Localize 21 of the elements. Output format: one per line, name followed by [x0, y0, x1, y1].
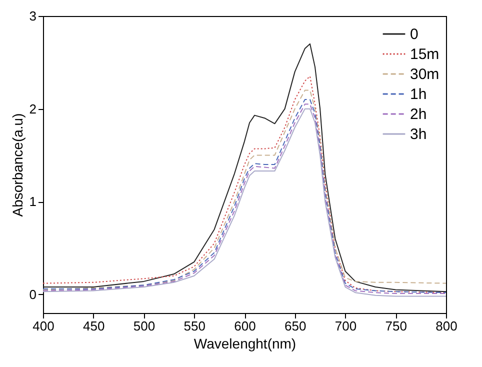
x-tick-label: 800 [436, 318, 458, 334]
y-tick-label: 3 [29, 8, 36, 24]
x-tick-label: 700 [334, 318, 357, 334]
x-tick-label: 500 [133, 318, 156, 334]
legend-label: 2h [410, 106, 427, 123]
y-axis-title: Absorbance(a.u) [9, 113, 26, 217]
x-tick-label: 400 [32, 318, 54, 334]
legend-label: 30m [410, 66, 440, 83]
legend-label: 1h [410, 86, 427, 103]
x-tick-label: 550 [184, 318, 206, 334]
legend-label: 15m [410, 46, 440, 63]
legend-label: 0 [410, 26, 418, 43]
x-tick-label: 600 [234, 318, 256, 334]
y-tick-label: 1 [29, 194, 36, 210]
x-tick-label: 650 [284, 318, 306, 334]
y-tick-label: 0 [29, 286, 36, 302]
x-tick-label: 750 [385, 318, 407, 334]
x-axis-title: Wavelenght(nm) [194, 336, 296, 352]
x-tick-label: 450 [83, 318, 105, 334]
y-tick-label: 2 [29, 101, 36, 116]
legend-label: 3h [410, 126, 427, 143]
